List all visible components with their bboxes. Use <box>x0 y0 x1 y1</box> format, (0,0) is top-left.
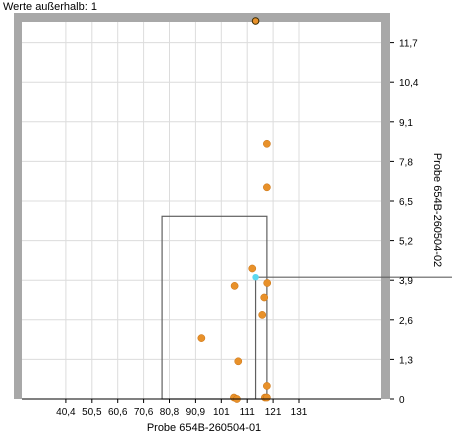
y-tick-label: 3,9 <box>399 276 413 287</box>
x-tick-label: 121 <box>265 407 282 418</box>
data-point <box>258 311 267 319</box>
y-tick-label: 1,3 <box>399 355 413 366</box>
x-tick-label: 80,8 <box>160 407 180 418</box>
highlighted-point <box>252 274 259 281</box>
y-tick-label: 7,8 <box>399 157 413 168</box>
data-point <box>263 279 272 287</box>
plot-area <box>22 22 381 399</box>
x-tick-label: 111 <box>240 407 256 418</box>
frame-top <box>14 13 390 22</box>
outlier-count-label: Werte außerhalb: 1 <box>3 1 97 13</box>
x-tick-label: 50,5 <box>82 407 102 418</box>
data-point <box>248 264 257 273</box>
y-tick-label: 6,5 <box>399 197 413 208</box>
data-point <box>263 382 271 390</box>
y-tick-label: 10,4 <box>399 78 419 89</box>
data-point <box>263 139 271 148</box>
data-point <box>234 357 243 366</box>
x-tick-label: 40,4 <box>56 407 76 418</box>
data-point <box>230 282 239 290</box>
data-point <box>197 334 206 342</box>
y-axis-ticks: 0 1,3 2,6 3,9 5,2 6,5 7,8 9,1 10,4 11,7 <box>390 39 419 406</box>
frame-left <box>14 13 22 399</box>
data-point <box>263 393 271 402</box>
y-tick-label: 9,1 <box>399 118 413 129</box>
data-point <box>260 293 269 302</box>
outlier-point <box>251 17 260 25</box>
y-axis-title: Probe 654B-260504-02 <box>431 153 443 267</box>
y-tick-label: 11,7 <box>399 39 418 50</box>
x-tick-label: 131 <box>291 407 308 418</box>
data-point <box>263 183 271 192</box>
y-tick-label: 5,2 <box>399 237 413 248</box>
x-tick-label: 90,9 <box>186 407 206 418</box>
x-axis-ticks: 40,4 50,5 60,6 70,6 80,8 90,9 101 111 121 131 <box>56 399 308 418</box>
frame-right <box>381 13 390 399</box>
x-tick-label: 101 <box>213 407 230 418</box>
x-tick-label: 60,6 <box>108 407 128 418</box>
x-tick-label: 70,6 <box>134 407 154 418</box>
grid-lines <box>22 22 381 399</box>
y-tick-label: 0 <box>399 395 405 406</box>
x-axis-title: Probe 654B-260504-01 <box>147 422 261 434</box>
y-tick-label: 2,6 <box>399 316 413 327</box>
